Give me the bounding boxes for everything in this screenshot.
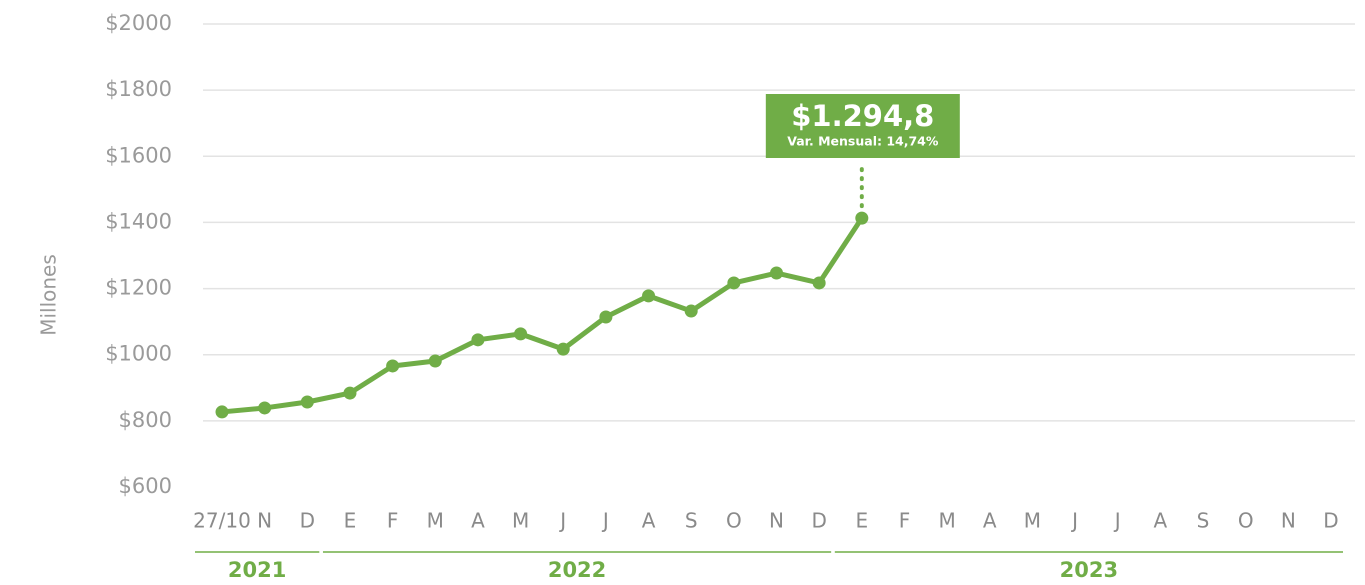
y-tick-label: $600: [119, 474, 172, 498]
y-tick-label: $1200: [105, 276, 172, 300]
x-tick-label: M: [512, 509, 529, 533]
x-tick-label: O: [726, 509, 742, 533]
point: [684, 304, 698, 318]
x-tick-label: E: [344, 509, 357, 533]
x-tick-label: F: [899, 509, 911, 533]
x-tick-label: M: [938, 509, 955, 533]
year-label: 2021: [228, 558, 286, 582]
point: [300, 395, 314, 409]
x-tick-label: A: [983, 509, 997, 533]
x-tick-label: M: [427, 509, 444, 533]
x-tick-label: F: [387, 509, 399, 533]
y-tick-label: $1600: [105, 143, 172, 167]
x-tick-label: N: [769, 509, 784, 533]
year-label: 2022: [548, 558, 606, 582]
x-tick-label: J: [601, 509, 609, 533]
point: [343, 386, 357, 400]
point: [471, 333, 485, 347]
x-tick-label: S: [1197, 509, 1210, 533]
x-tick-label: J: [558, 509, 566, 533]
point: [642, 289, 656, 303]
point: [727, 276, 741, 290]
point: [770, 266, 783, 280]
year-label: 2023: [1060, 558, 1118, 582]
x-tick-label: S: [685, 509, 698, 533]
point: [599, 310, 613, 324]
y-tick-label: $1000: [105, 342, 172, 366]
annotation-box: [765, 94, 960, 158]
y-tick-label: $1400: [105, 209, 172, 233]
point: [428, 354, 442, 368]
point: [215, 405, 229, 419]
point: [386, 359, 400, 373]
x-tick-label: J: [1113, 509, 1121, 533]
annotation-subtext: Var. Mensual: 14,74%: [787, 134, 939, 149]
x-tick-label: N: [1281, 509, 1296, 533]
x-tick-label: D: [300, 509, 315, 533]
y-tick-label: $1800: [105, 77, 172, 101]
x-tick-label: M: [1024, 509, 1041, 533]
point: [812, 276, 826, 290]
x-tick-label: A: [642, 509, 656, 533]
y-axis-label: Millones: [37, 254, 61, 336]
point: [258, 401, 272, 415]
x-tick-label: D: [1323, 509, 1338, 533]
x-tick-label: A: [471, 509, 485, 533]
annotation-value: $1.294,8: [791, 99, 934, 133]
x-tick-label: D: [811, 509, 826, 533]
x-tick-label: A: [1154, 509, 1168, 533]
line: [221, 216, 864, 415]
x-tick-label: J: [1070, 509, 1078, 533]
x-tick-label: E: [855, 509, 868, 533]
x-tick-label: N: [257, 509, 272, 533]
point: [556, 342, 570, 356]
point: [855, 211, 869, 225]
x-tick-label: 27/10: [193, 509, 251, 533]
x-tick-label: O: [1238, 509, 1254, 533]
y-tick-label: $800: [119, 408, 172, 432]
y-tick-label: $2000: [105, 11, 172, 35]
point: [514, 327, 528, 341]
